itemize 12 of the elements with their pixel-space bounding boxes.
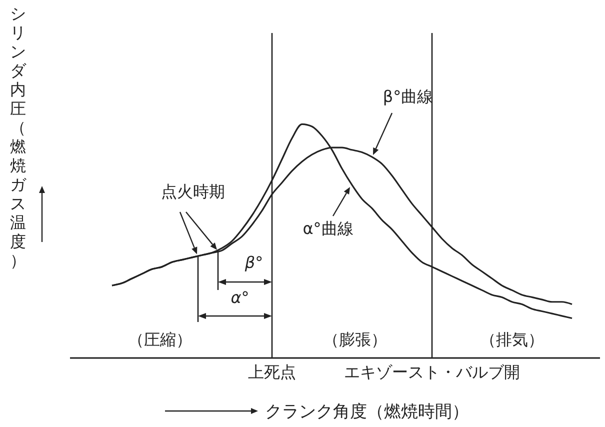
annotation: （圧縮） [128,330,192,349]
annotation: α° [230,288,250,307]
annotation: （膨張） [323,330,387,349]
text: β°曲線 [382,87,434,106]
x-tick-label: エキゾースト・バルブ開 [344,362,520,382]
annotation: β° [244,253,264,272]
x-axis-title: クランク角度（燃焼時間） [265,402,469,422]
text: シリンダ内圧（燃焼ガス温度） [10,4,26,270]
annotation: 点火時期 [161,182,225,201]
x-tick-label: 上死点 [248,362,296,382]
legend-label: α°曲線 [302,219,354,238]
annotation: （排気） [480,330,544,349]
